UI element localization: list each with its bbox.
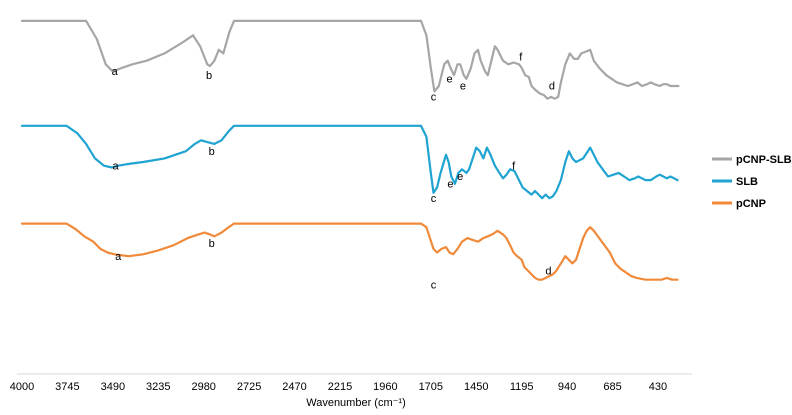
peak-label-b: b — [209, 146, 215, 158]
x-tick-label: 685 — [603, 381, 621, 393]
x-tick-label: 1960 — [373, 381, 397, 393]
series-line-pcnp — [20, 222, 679, 281]
peak-label-e: e — [447, 178, 453, 190]
x-tick-label: 430 — [649, 381, 667, 393]
peak-label-f: f — [519, 52, 523, 64]
legend-label-pcnp-slb: pCNP-SLB — [736, 154, 792, 166]
x-tick-label: 1195 — [510, 381, 534, 393]
peak-label-b: b — [209, 238, 215, 250]
x-tick-label: 2215 — [328, 381, 352, 393]
peak-label-b: b — [206, 70, 212, 82]
series-line-pcnp-slb — [20, 19, 680, 100]
x-tick-label: 3745 — [55, 381, 79, 393]
peak-label-e: e — [460, 81, 466, 93]
x-tick-label: 4000 — [10, 381, 34, 393]
peak-label-c: c — [431, 193, 437, 205]
x-tick-label: 940 — [558, 381, 576, 393]
x-tick-label: 3235 — [146, 381, 170, 393]
peak-label-e: e — [457, 171, 463, 183]
x-axis-title: Wavenumber (cm⁻¹) — [306, 397, 406, 409]
x-tick-label: 1450 — [464, 381, 488, 393]
legend-label-pcnp: pCNP — [736, 198, 766, 210]
series-line-slb — [20, 124, 679, 200]
legend: pCNP-SLB SLB pCNP — [712, 154, 792, 210]
peak-label-d: d — [549, 81, 555, 93]
peak-label-c: c — [431, 92, 437, 104]
x-tick-label: 1705 — [419, 381, 443, 393]
legend-label-slb: SLB — [736, 176, 758, 188]
x-tick-label: 2725 — [237, 381, 261, 393]
peak-label-d: d — [545, 265, 551, 277]
peak-label-a: a — [112, 66, 119, 78]
x-axis-ticks: 4000 3745 3490 3235 2980 2725 2470 2215 1960 1705… — [10, 381, 667, 393]
x-tick-label: 2470 — [282, 381, 306, 393]
peak-label-c: c — [431, 280, 437, 292]
x-tick-label: 2980 — [191, 381, 215, 393]
peak-label-a: a — [115, 251, 122, 263]
peak-label-e: e — [446, 73, 452, 85]
x-tick-label: 3490 — [101, 381, 125, 393]
plot-lines — [20, 19, 680, 281]
peak-label-f: f — [512, 160, 516, 172]
peak-label-a: a — [112, 160, 119, 172]
